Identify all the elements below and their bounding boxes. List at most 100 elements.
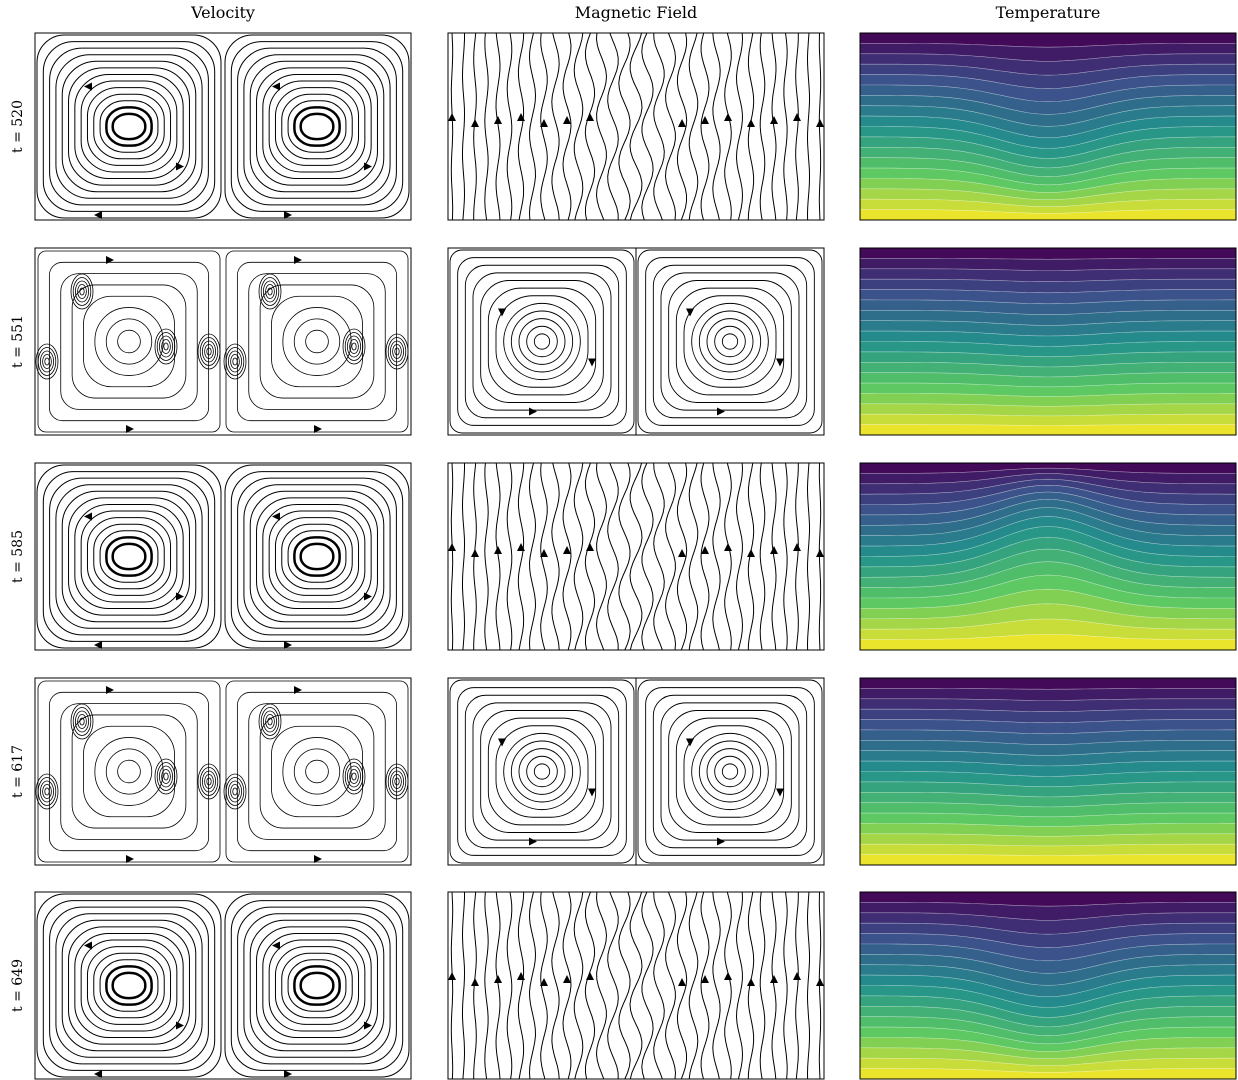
arrow (793, 972, 801, 980)
streamline (248, 703, 386, 840)
field-line (676, 463, 688, 650)
eddy (161, 769, 171, 784)
streamline (111, 971, 147, 1000)
eddy (342, 758, 366, 795)
eddy (351, 772, 357, 781)
streamline (268, 939, 366, 1032)
field-line (526, 325, 558, 358)
streamline (293, 965, 341, 1006)
streamline (271, 295, 363, 388)
streamline (225, 250, 409, 433)
streamline (237, 477, 397, 636)
arrow (106, 256, 114, 264)
temperature-band (859, 843, 1237, 856)
field-line (706, 748, 754, 795)
streamline (236, 691, 398, 852)
streamline (105, 748, 153, 795)
streamline (274, 87, 360, 166)
streamline (305, 759, 329, 784)
streamline (42, 41, 216, 212)
eddy (227, 350, 242, 373)
field-line (783, 33, 788, 220)
eddy (392, 344, 402, 359)
eddy (154, 328, 178, 365)
streamline (281, 93, 353, 160)
arrow (586, 972, 594, 980)
arrow (471, 119, 479, 127)
streamline (80, 510, 178, 603)
streamline (230, 41, 404, 212)
eddy (262, 710, 277, 733)
streamline (83, 725, 175, 818)
streamline (42, 471, 216, 642)
field-line (450, 463, 454, 650)
field-line (450, 892, 454, 1079)
eddy (225, 347, 245, 376)
arrow (588, 358, 596, 367)
temperature-panel (859, 677, 1237, 866)
field-line (698, 310, 762, 373)
field-line (759, 33, 766, 220)
field-line (484, 463, 489, 650)
arrow (776, 788, 784, 797)
field-line (487, 287, 597, 396)
temperature-panel (859, 247, 1237, 436)
eddy (346, 765, 361, 788)
field-line (653, 892, 665, 1079)
field-line (641, 33, 654, 220)
eddy (201, 770, 216, 793)
arrow (701, 546, 709, 554)
field-line (712, 892, 721, 1079)
arrow (448, 543, 456, 551)
field-line (461, 33, 466, 220)
field-line (771, 33, 777, 220)
streamline (262, 503, 372, 610)
arrow (272, 941, 280, 950)
arrow (448, 113, 456, 121)
streamline (225, 680, 409, 863)
magnetic-panel (447, 32, 825, 221)
arrow (724, 113, 732, 121)
panel-frame (859, 247, 1237, 436)
streamline (236, 261, 398, 422)
arrow (540, 978, 548, 986)
eddy (204, 774, 214, 789)
field-line (495, 295, 589, 388)
field-line (595, 463, 608, 650)
field-line (735, 463, 744, 650)
streamline (93, 952, 165, 1019)
streamline (36, 464, 222, 649)
field-line (759, 892, 766, 1079)
field-line (688, 892, 699, 1079)
eddy (389, 770, 404, 793)
temperature-panel (859, 32, 1237, 221)
streamline (48, 691, 210, 852)
field-line (562, 892, 572, 1079)
eddy (37, 777, 57, 806)
field-line (664, 33, 677, 220)
field-line (551, 463, 560, 650)
streamline (282, 307, 352, 376)
field-line (528, 892, 537, 1079)
eddy (154, 758, 178, 795)
streamline (55, 484, 203, 629)
field-lines (448, 463, 824, 650)
streamline (293, 536, 341, 577)
field-line (464, 264, 620, 419)
eddy (163, 772, 169, 781)
arrow (540, 549, 548, 557)
field-line (724, 892, 732, 1079)
arrow (747, 549, 755, 557)
panel-frame (34, 891, 412, 1080)
arrow (84, 82, 92, 91)
streamline (71, 714, 187, 829)
field-line (618, 463, 631, 650)
field-line (533, 333, 551, 350)
field-line (783, 892, 788, 1079)
arrow (494, 546, 502, 554)
panel-frame (447, 247, 825, 436)
field-line (795, 33, 799, 220)
streamline (271, 725, 363, 818)
streamline (42, 900, 216, 1071)
